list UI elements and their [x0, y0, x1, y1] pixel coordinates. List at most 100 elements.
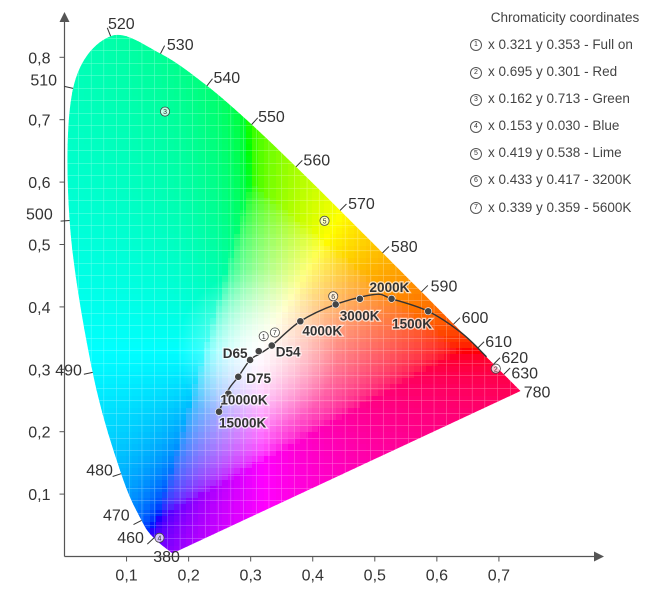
- legend-marker-icon: 3: [470, 93, 482, 106]
- cct-label-halo: 3000K: [340, 308, 380, 323]
- cct-point: [356, 294, 364, 303]
- x-tick-label: 0,3: [240, 568, 262, 585]
- legend-item: 5 x 0.419 y 0.538 - Lime: [470, 139, 660, 166]
- cct-point: [267, 341, 276, 350]
- legend-item: 3 x 0.162 y 0.713 - Green: [470, 85, 660, 112]
- legend-item: 2 x 0.695 y 0.301 - Red: [470, 58, 660, 85]
- wavelength-label: 610: [485, 334, 512, 351]
- wavelength-label: 580: [391, 239, 418, 256]
- numbered-point-marker: [328, 291, 339, 302]
- wavelength-label: 530: [167, 37, 194, 54]
- wavelength-tick: [146, 537, 155, 545]
- numbered-point-label: 2: [494, 366, 498, 373]
- wavelength-label: 550: [258, 109, 285, 126]
- legend-item-text: x 0.433 y 0.417 - 3200K: [488, 172, 632, 188]
- y-tick-label: 0,8: [28, 50, 50, 67]
- wavelength-label: 480: [86, 462, 113, 479]
- legend-item-text: x 0.419 y 0.538 - Lime: [488, 145, 622, 161]
- wavelength-label: 470: [103, 507, 130, 524]
- cct-label-halo: 2000K: [370, 280, 410, 295]
- wavelength-label: 540: [213, 70, 240, 87]
- wavelength-tick: [160, 45, 166, 54]
- wavelength-label: 380: [153, 549, 180, 566]
- wavelength-tick: [295, 160, 303, 168]
- legend-marker-icon: 4: [470, 120, 482, 133]
- wavelength-label: 520: [108, 16, 135, 33]
- cct-label: D75: [246, 371, 271, 386]
- wavelength-label: 490: [55, 363, 82, 380]
- wavelength-label: 780: [524, 384, 551, 401]
- cct-label-halo: D54: [276, 345, 301, 360]
- cct-point: [224, 389, 233, 398]
- legend-item-text: x 0.153 y 0.030 - Blue: [488, 118, 620, 134]
- numbered-point-label: 5: [323, 218, 327, 225]
- x-axis-arrow-icon: [594, 551, 604, 562]
- legend-marker-icon: 6: [470, 174, 482, 187]
- numbered-point-label: 1: [262, 334, 266, 341]
- wavelength-tick: [339, 203, 347, 211]
- numbered-point-label: 7: [273, 330, 277, 337]
- cct-label: 3000K: [340, 308, 380, 323]
- y-tick-label: 0,3: [28, 362, 50, 379]
- legend-item-text: x 0.162 y 0.713 - Green: [488, 91, 630, 107]
- wavelength-label: 600: [462, 310, 489, 327]
- wavelength-tick: [382, 246, 390, 254]
- wavelength-tick: [83, 371, 93, 375]
- numbered-point-marker: [490, 363, 501, 374]
- x-tick-label: 0,1: [115, 568, 137, 585]
- y-tick-label: 0,5: [28, 238, 50, 255]
- cct-label-halo: 1500K: [392, 316, 432, 331]
- cct-point: [424, 307, 433, 316]
- wavelength-tick: [503, 367, 511, 375]
- legend-marker-icon: 5: [470, 147, 482, 160]
- x-tick-label: 0,2: [177, 568, 199, 585]
- x-tick-label: 0,4: [302, 568, 324, 585]
- numbered-point-marker: [269, 327, 280, 338]
- numbered-point-label: 6: [331, 294, 335, 301]
- cct-label: 2000K: [370, 280, 410, 295]
- x-tick-label: 0,7: [488, 568, 510, 585]
- cct-point: [254, 347, 263, 356]
- wavelength-label: 570: [348, 196, 375, 213]
- cct-label: D54: [276, 345, 301, 360]
- legend-items: 1 x 0.321 y 0.353 - Full on 2 x 0.695 y 0.3…: [470, 31, 660, 221]
- legend-item-text: x 0.321 y 0.353 - Full on: [488, 37, 633, 52]
- wavelength-tick: [106, 27, 112, 37]
- cct-label: D65: [223, 346, 248, 361]
- numbered-point-marker: [258, 331, 269, 342]
- numbered-point-marker: [154, 532, 165, 543]
- numbered-point-label: 3: [163, 109, 167, 116]
- x-tick-label: 0,6: [426, 568, 448, 585]
- tick-labels: 0,1 0,2 0,3 0,4 0,5 0,6 0,7 0,1 0,2 0,3 0,4 0,5 0,6 0…: [28, 50, 510, 584]
- axes: [59, 12, 604, 562]
- y-tick-label: 0,1: [28, 487, 50, 504]
- legend-item: 4 x 0.153 y 0.030 - Blue: [470, 112, 660, 139]
- legend-title: Chromaticity coordinates: [490, 10, 640, 25]
- y-tick-label: 0,6: [28, 175, 50, 192]
- y-tick-label: 0,2: [28, 425, 50, 442]
- cct-label-halo: D75: [246, 371, 271, 386]
- cct-label: 4000K: [302, 323, 342, 338]
- cct-label: 10000K: [220, 393, 268, 408]
- y-axis-arrow-icon: [59, 12, 70, 22]
- wavelength-tick: [251, 117, 259, 125]
- wavelength-tick: [133, 519, 142, 525]
- wavelength-label: 630: [511, 366, 538, 383]
- cct-point: [215, 407, 223, 416]
- wavelength-tick: [421, 285, 429, 293]
- numbered-point-marker: [160, 106, 171, 117]
- cct-label-halo: 10000K: [220, 393, 268, 408]
- wavelength-tick: [493, 357, 501, 365]
- wavelength-tick: [60, 220, 70, 222]
- legend-marker-icon: 2: [470, 66, 482, 79]
- cct-point: [331, 300, 340, 309]
- wavelength-tick: [477, 341, 485, 349]
- legend-item: 1 x 0.321 y 0.353 - Full on: [470, 31, 660, 58]
- cct-label-halo: 15000K: [219, 416, 267, 431]
- wavelength-label: 500: [26, 207, 53, 224]
- legend-item-text: x 0.339 y 0.359 - 5600K: [488, 199, 632, 215]
- cct-point: [296, 317, 305, 326]
- numbered-point-marker: [319, 215, 330, 226]
